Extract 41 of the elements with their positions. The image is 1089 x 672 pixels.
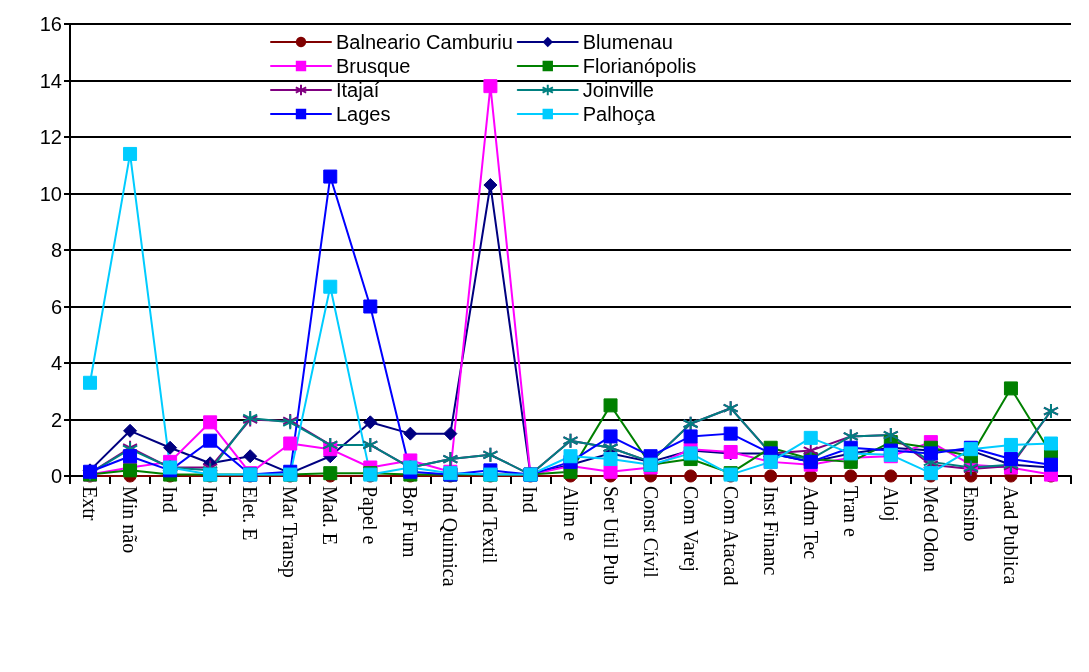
y-tick-label: 4 xyxy=(50,352,62,374)
legend-label: Brusque xyxy=(336,55,411,77)
x-tick-label: Aad Publica xyxy=(999,486,1022,585)
x-tick-label: Ind Textil xyxy=(479,486,502,565)
x-tick-label: Min não xyxy=(119,486,142,554)
x-tick-label: Mad. E xyxy=(319,486,342,545)
y-tick-label: 0 xyxy=(50,465,62,487)
legend-label: Balneario Camburiu xyxy=(336,31,513,53)
x-tick-label: Com Varej xyxy=(678,486,702,572)
x-tick-label: Tran e xyxy=(839,486,862,538)
y-tick-label: 14 xyxy=(39,69,62,92)
x-tick-label: Const Cívil xyxy=(639,486,662,579)
legend-label: Florianópolis xyxy=(582,55,697,77)
legend-label: Blumenau xyxy=(582,31,673,53)
y-tick-label: 10 xyxy=(39,182,62,205)
x-tick-label: Papel e xyxy=(358,486,382,545)
x-tick-label: Adm Tec xyxy=(799,486,822,560)
legend-label: Lages xyxy=(336,103,391,125)
x-tick-label: Aloj xyxy=(878,486,902,522)
x-tick-label: Alim e xyxy=(559,486,582,542)
x-tick-label: Ind xyxy=(159,486,182,513)
legend-label: Joinville xyxy=(582,79,654,101)
x-tick-label: Com Atacad xyxy=(719,486,742,586)
y-tick-label: 12 xyxy=(39,126,62,148)
x-tick-label: Bor Fum xyxy=(399,486,422,559)
x-tick-label: Ind xyxy=(519,486,542,513)
x-tick-label: Extr xyxy=(79,486,102,521)
x-tick-label: Elet. E xyxy=(239,486,262,541)
x-tick-label: Med Odon xyxy=(919,486,942,573)
x-tick-label: Ensino xyxy=(959,486,982,542)
y-tick-label: 16 xyxy=(39,13,62,35)
y-tick-label: 6 xyxy=(50,295,62,318)
x-tick-label: Ser Util Pub xyxy=(599,486,622,585)
y-tick-label: 2 xyxy=(50,408,62,431)
x-tick-label: Ind. xyxy=(199,486,222,518)
legend-label: Itajaí xyxy=(336,79,380,101)
x-tick-label: Ind Quimica xyxy=(439,486,462,587)
legend-label: Palhoça xyxy=(582,103,656,125)
y-tick-label: 8 xyxy=(50,239,62,261)
x-tick-label: Inst Financ xyxy=(759,486,782,576)
x-tick-label: Mat Transp xyxy=(278,486,302,578)
